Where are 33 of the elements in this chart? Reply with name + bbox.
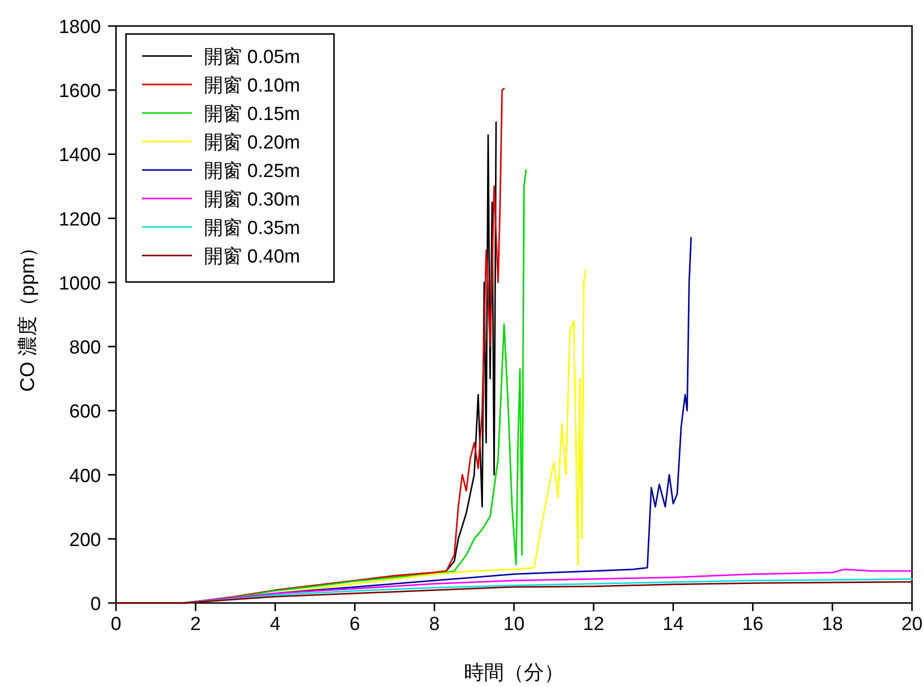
x-tick-label: 8 xyxy=(429,614,440,635)
line-series xyxy=(115,581,913,604)
x-tick-label: 20 xyxy=(901,614,923,635)
legend-label: 開窗 0.40m xyxy=(204,246,300,268)
x-tick-label: 4 xyxy=(270,614,281,635)
x-tick-label: 18 xyxy=(822,614,843,635)
x-tick-label: 14 xyxy=(662,614,684,635)
y-tick-label: 600 xyxy=(69,402,101,423)
y-tick-label: 1800 xyxy=(58,17,101,38)
y-tick-label: 1000 xyxy=(58,273,101,294)
legend-label: 開窗 0.25m xyxy=(204,160,300,182)
y-tick-label: 1400 xyxy=(58,145,101,166)
y-tick-label: 1600 xyxy=(58,81,101,102)
x-axis-title: 時間（分） xyxy=(464,662,564,684)
y-tick-label: 0 xyxy=(90,594,101,615)
y-tick-label: 400 xyxy=(69,466,101,487)
x-tick-label: 0 xyxy=(110,614,122,635)
x-tick-label: 12 xyxy=(583,614,604,635)
legend-label: 開窗 0.30m xyxy=(204,188,300,210)
y-tick-label: 800 xyxy=(69,338,101,359)
legend-label: 開窗 0.20m xyxy=(204,132,300,154)
x-tick-label: 16 xyxy=(742,614,764,635)
x-tick-label: 6 xyxy=(350,614,360,635)
x-tick-label: 2 xyxy=(190,614,201,635)
y-tick-label: 200 xyxy=(69,530,101,551)
line-series xyxy=(182,568,913,604)
legend-label: 開窗 0.05m xyxy=(204,46,300,68)
legend-label: 開窗 0.10m xyxy=(204,74,300,96)
y-tick-label: 1200 xyxy=(58,209,101,230)
y-axis-title: CO 濃度（ppm） xyxy=(17,237,39,392)
legend-label: 開窗 0.35m xyxy=(204,217,300,239)
x-tick-label: 10 xyxy=(503,614,525,635)
legend-label: 開窗 0.15m xyxy=(204,103,300,125)
